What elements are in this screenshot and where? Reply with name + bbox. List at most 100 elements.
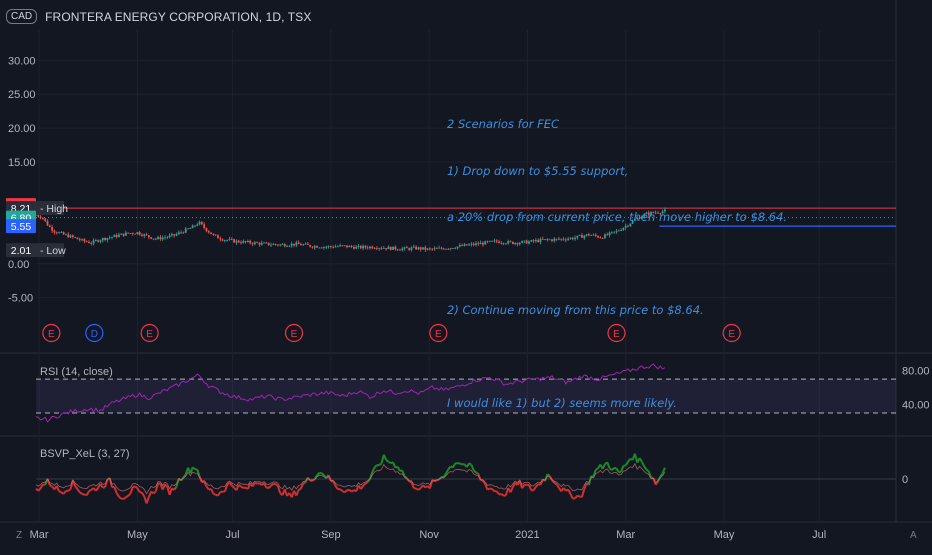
candle-body [265,243,267,244]
bsvp-segment [384,455,386,460]
candle-body [176,234,178,235]
zoom-reset-icon[interactable]: Z [16,530,22,541]
candle-body [162,238,164,240]
bsvp-segment [68,489,70,490]
candle-body [196,224,198,225]
bsvp-segment [460,464,462,465]
time-tick-label: Jul [812,529,826,541]
candle-body [77,238,79,240]
bsvp-segment [241,487,243,488]
candle-body [212,234,214,235]
candle-body [427,248,429,249]
annotation-line: 2 Scenarios for FEC [447,117,787,133]
candle-body [166,237,168,238]
bsvp-segment [82,494,84,495]
bsvp-segment [469,463,471,465]
candle-body [378,248,380,249]
bsvp-segment [372,467,374,472]
candle-body [100,240,102,241]
bsvp-segment [504,495,506,496]
candle-body [194,226,196,227]
candle-body [95,240,97,241]
rsi-label[interactable]: RSI (14, close) [40,366,113,378]
candle-body [337,246,339,247]
candle-body [249,241,251,243]
candle-body [107,238,109,240]
candle-body [298,242,300,244]
candle-body [325,247,327,248]
bsvp-label[interactable]: BSVP_XeL (3, 27) [40,448,129,460]
candle-body [208,231,210,232]
candle-body [219,238,221,239]
candle-body [201,222,203,225]
candle-body [224,240,226,241]
rsi-tick-label: 40.00 [902,400,930,412]
candle-body [295,242,297,245]
price-tick-label: 25.00 [8,89,36,101]
candle-body [159,237,161,239]
candle-body [415,247,417,250]
candle-body [383,248,385,249]
candle-body [401,249,403,250]
candle-body [143,234,145,236]
bsvp-segment [317,473,319,476]
bsvp-segment [255,483,257,484]
bsvp-segment [174,487,176,490]
candle-body [72,235,74,237]
bsvp-segment [536,484,538,487]
candle-body [408,248,410,250]
candle-body [385,248,387,249]
bsvp-segment [41,484,43,488]
candle-body [136,232,138,234]
bsvp-segment [628,459,630,462]
candle-body [252,243,254,244]
time-tick-label: Mar [30,529,49,541]
time-tick-label: May [714,529,735,541]
candle-body [134,234,136,235]
candle-body [88,242,90,243]
time-tick-label: 2021 [515,529,539,541]
bsvp-segment [349,490,351,492]
candle-body [330,246,332,247]
candle-body [441,248,443,249]
auto-scale-icon[interactable]: A [910,530,917,541]
candle-body [399,250,401,251]
candle-body [314,246,316,248]
currency-badge[interactable]: CAD [6,9,37,24]
candle-body [153,239,155,240]
candle-body [312,247,314,248]
bsvp-segment [453,463,455,467]
candle-body [328,246,330,247]
bsvp-segment [363,484,365,486]
candle-body [438,248,440,249]
candle-body [422,247,424,249]
annotation-line: I would like 1) but 2) seems more likely… [447,396,787,412]
candle-body [104,238,106,240]
bsvp-segment [87,491,89,495]
candle-body [74,237,76,238]
candle-body [429,248,431,249]
bsvp-segment [158,483,160,484]
candle-body [233,239,235,242]
candle-body [146,234,148,235]
candle-body [236,241,238,243]
earnings-marker: E [430,325,447,342]
candle-body [49,226,51,227]
scenario-annotation: 2 Scenarios for FEC 1) Drop down to $5.5… [447,86,787,443]
candle-body [206,228,208,231]
bsvp-segment [501,494,503,496]
candle-body [169,235,171,237]
candle-body [259,243,261,245]
earnings-marker: E [141,325,158,342]
candle-body [411,248,413,250]
candle-body [113,235,115,237]
bsvp-segment [612,468,614,470]
bsvp-segment [276,484,278,486]
bsvp-segment [446,469,448,473]
candle-body [275,244,277,245]
bsvp-segment [340,489,342,491]
bsvp-segment [271,484,273,486]
bsvp-segment [497,491,499,494]
bsvp-segment [640,458,642,462]
candle-body [272,244,274,245]
